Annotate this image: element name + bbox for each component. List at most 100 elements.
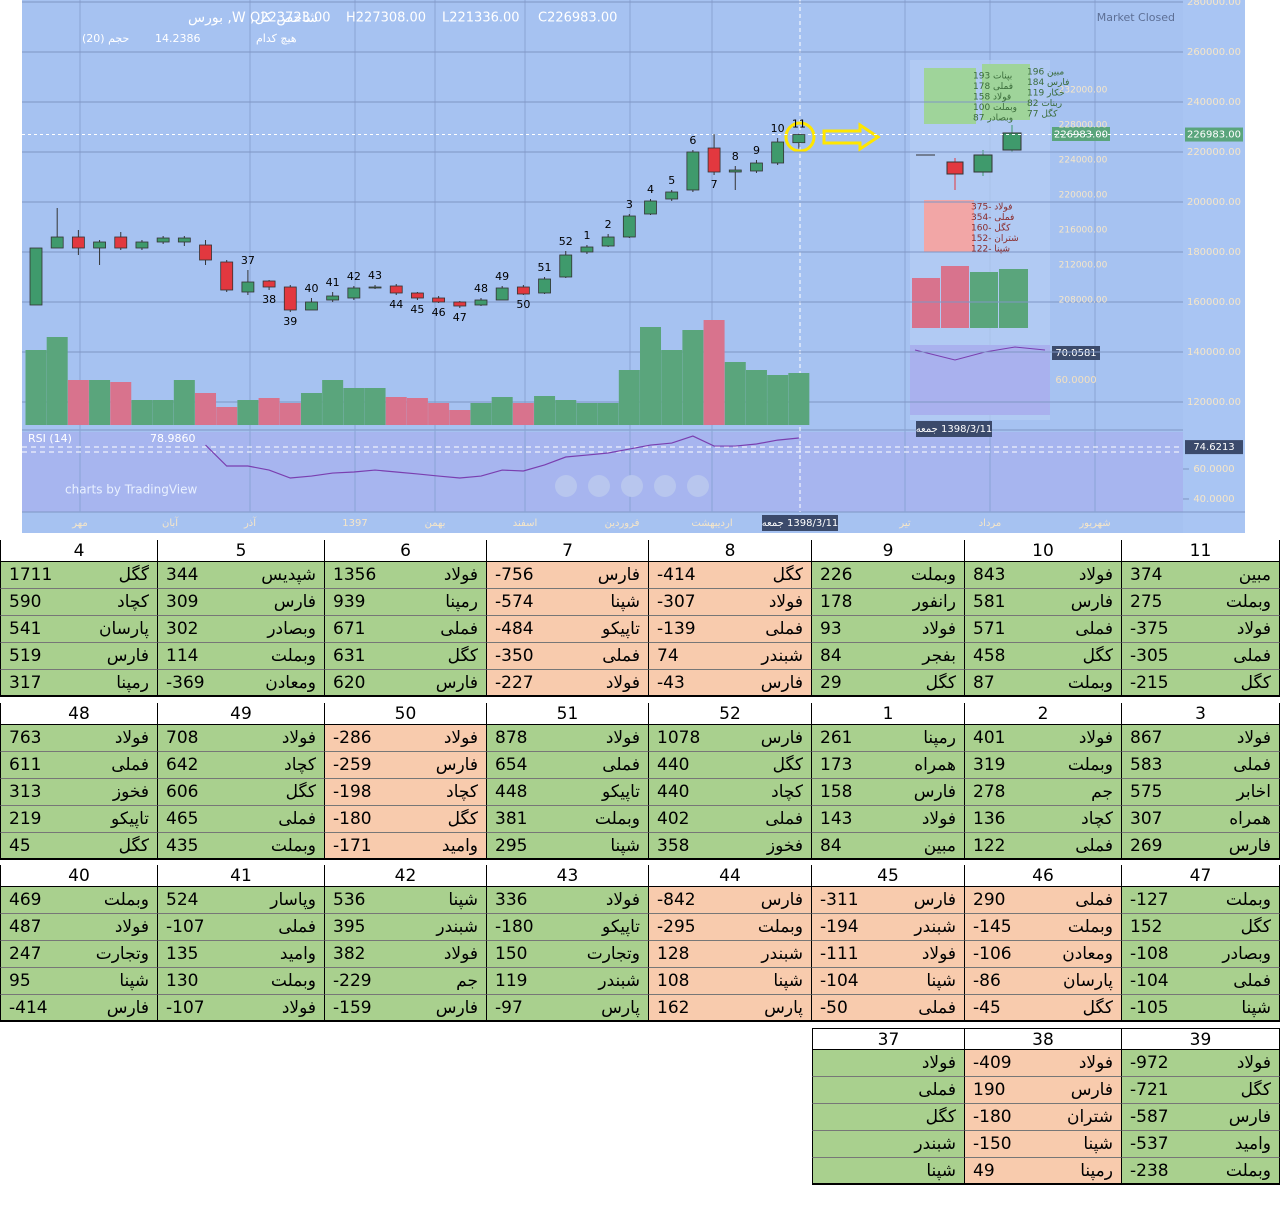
table-row: رمپنا 317	[0, 670, 158, 697]
table-row: کگل 458	[965, 643, 1122, 670]
table-row: فملی 611	[0, 752, 158, 779]
time-label: بهمن	[425, 518, 446, 529]
table-row: وامید -171	[325, 833, 487, 860]
symbol-value: 395	[333, 917, 366, 937]
table-row: فملی 571	[965, 616, 1122, 643]
symbol-value: -107	[166, 917, 205, 937]
group-header: 39	[1122, 1028, 1280, 1050]
symbol-value: 130	[166, 971, 199, 991]
candle-body	[156, 237, 170, 243]
symbol-name: وتجارت	[586, 944, 640, 964]
y-tick-label: 140000.00	[1187, 347, 1241, 358]
symbol-value: -180	[495, 917, 534, 937]
table-row: تاپیکو -484	[487, 616, 649, 643]
symbol-value: -259	[333, 755, 372, 775]
symbol-name: فارس	[106, 998, 149, 1018]
symbol-value: -86	[973, 971, 1001, 991]
symbol-value: -171	[333, 836, 372, 856]
symbol-value: 469	[9, 890, 42, 910]
group-header: 42	[325, 865, 487, 887]
table-row: فولاد -107	[158, 995, 325, 1022]
symbol-name: شبندر	[914, 917, 956, 937]
symbol-name: ومعادن	[265, 673, 316, 693]
candle-body	[601, 236, 615, 247]
time-label: مرداد	[979, 518, 1002, 529]
symbol-value: 29	[820, 673, 842, 693]
symbol-name: فملی	[278, 809, 316, 829]
candle-label: 44	[389, 298, 403, 311]
inset-rsi-value: 70.0581	[1055, 348, 1096, 359]
table-row: مبین 374	[1122, 562, 1280, 589]
table-row: وبملت 275	[1122, 589, 1280, 616]
inset-price-tick: 216000.00	[1059, 226, 1108, 236]
symbol-name: فارس	[913, 890, 956, 910]
zoom-button[interactable]	[621, 475, 643, 497]
group-header: 11	[1122, 540, 1280, 562]
inset-list-item: کگل -160	[971, 222, 1011, 234]
symbol-name: شپنا	[448, 890, 478, 910]
symbol-value: 135	[166, 944, 199, 964]
zoom-button[interactable]	[654, 475, 676, 497]
volume-bar	[576, 403, 598, 425]
rsi-tick-label: 40.0000	[1193, 494, 1234, 505]
symbol-name: وبملت	[270, 971, 316, 991]
table-row: تاپیکو 448	[487, 779, 649, 806]
symbol-name: شبندر	[761, 944, 803, 964]
group-header: 40	[0, 865, 158, 887]
symbol-name: کچاد	[446, 782, 478, 802]
symbol-value: 136	[973, 809, 1006, 829]
symbol-value: -97	[495, 998, 523, 1018]
table-row: کگل -721	[1122, 1077, 1280, 1104]
table-row: وبملت -145	[965, 914, 1122, 941]
zoom-button[interactable]	[588, 475, 610, 497]
symbol-name: وبملت	[1225, 1161, 1271, 1181]
symbol-name: تاپیکو	[111, 809, 149, 829]
symbol-value: -229	[333, 971, 372, 991]
symbol-name: شبندر	[914, 1134, 956, 1154]
candle-body	[432, 297, 446, 303]
candle-body	[750, 162, 763, 172]
symbol-value: 571	[973, 619, 1006, 639]
y-tick-label: 240000.00	[1187, 97, 1241, 108]
symbol-value: -198	[333, 782, 372, 802]
zoom-button[interactable]	[555, 475, 577, 497]
y-tick-label: 200000.00	[1187, 197, 1241, 208]
symbol-name: فولاد	[1236, 1053, 1271, 1073]
table-row: اخابر 575	[1122, 779, 1280, 806]
symbol-value: -43	[657, 673, 685, 693]
candle-body	[728, 169, 742, 173]
volume-bar	[640, 327, 662, 425]
table-row: کگل 631	[325, 643, 487, 670]
symbol-name: وامید	[1234, 1134, 1271, 1154]
table-row: فولاد	[812, 1050, 965, 1077]
candle-label: 41	[326, 276, 340, 289]
volume-mode: هیچ کدام	[256, 32, 297, 45]
symbol-name: فملی	[765, 619, 803, 639]
table-row: فارس 190	[965, 1077, 1122, 1104]
inset-price-label: 226983.00	[1054, 130, 1108, 141]
symbol-value: 313	[9, 782, 42, 802]
symbol-value: 114	[166, 646, 199, 666]
candle-label: 8	[732, 150, 739, 163]
table-row: گگل 1711	[0, 562, 158, 589]
symbol-value: 401	[973, 728, 1006, 748]
volume-bar	[788, 373, 810, 425]
candle-label: 38	[262, 293, 276, 306]
symbol-name: کگل	[1082, 646, 1113, 666]
symbol-value: 642	[166, 755, 199, 775]
symbol-name: رمپنا	[445, 592, 478, 612]
group-header: 10	[965, 540, 1122, 562]
symbol-name: شبندر	[598, 971, 640, 991]
symbol-name: مبین	[923, 836, 956, 856]
symbol-value: 307	[1130, 809, 1163, 829]
table-row: شتران -180	[965, 1104, 1122, 1131]
time-label: اردیبهشت	[691, 518, 732, 529]
volume-bar	[428, 403, 450, 425]
zoom-button[interactable]	[687, 475, 709, 497]
symbol-value: 226	[820, 565, 853, 585]
symbol-value: 247	[9, 944, 42, 964]
symbol-name: کگل	[1240, 1080, 1271, 1100]
table-row: وامید 135	[158, 941, 325, 968]
symbol-name: فارس	[435, 998, 478, 1018]
symbol-name: رمپنا	[1080, 1161, 1113, 1181]
